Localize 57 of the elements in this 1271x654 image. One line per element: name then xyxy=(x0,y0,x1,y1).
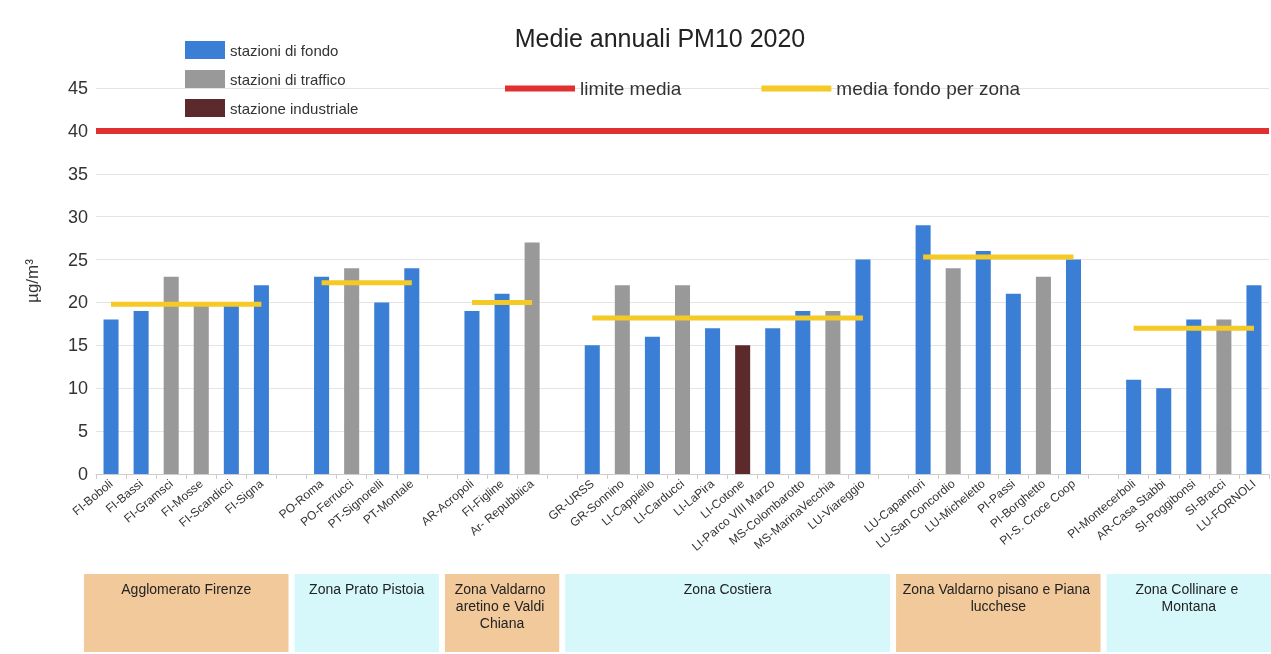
bar xyxy=(1035,276,1051,474)
legend-label: limite media xyxy=(580,78,682,99)
bar xyxy=(735,345,751,474)
bar xyxy=(674,285,691,474)
bar xyxy=(855,259,871,474)
y-tick-label: 15 xyxy=(67,335,88,356)
bar xyxy=(1156,388,1172,474)
y-tick-label: 40 xyxy=(67,120,88,141)
text: Zona Collinare e Montana xyxy=(1135,580,1243,614)
legend-label: stazione industriale xyxy=(230,99,359,117)
bar xyxy=(1246,285,1262,474)
y-tick-label: 0 xyxy=(77,464,88,484)
y-tick-label: 45 xyxy=(67,78,88,98)
bar xyxy=(253,285,269,474)
y-tick-label: 35 xyxy=(67,163,88,184)
bar xyxy=(644,336,660,474)
legend-label: media fondo per zona xyxy=(836,78,1021,99)
bar xyxy=(1126,379,1142,474)
bar xyxy=(915,225,931,474)
bar xyxy=(133,311,149,474)
chart-title: Medie annuali PM10 2020 xyxy=(514,23,806,52)
legend-label: stazioni di traffico xyxy=(230,70,346,88)
bar xyxy=(464,311,480,474)
bar xyxy=(1186,319,1202,474)
bar xyxy=(584,345,600,474)
bar xyxy=(795,311,811,474)
text: Zona Prato Pistoia xyxy=(309,580,425,597)
bar xyxy=(1065,259,1082,474)
y-tick-label: 5 xyxy=(77,421,88,442)
bar xyxy=(374,302,390,474)
bar xyxy=(765,328,781,474)
bar xyxy=(1216,319,1232,474)
bar xyxy=(494,293,510,474)
bar xyxy=(163,276,179,474)
text: Zona Valdarno pisano e Piana lucchese xyxy=(902,580,1094,614)
y-tick-label: 20 xyxy=(67,292,88,313)
text: Zona Costiera xyxy=(683,580,772,597)
y-tick-label: 30 xyxy=(67,206,88,227)
text: Agglomerato Firenze xyxy=(121,580,252,597)
bar xyxy=(614,285,630,474)
y-tick-label: 10 xyxy=(67,378,88,399)
y-tick-label: 25 xyxy=(67,249,88,270)
bar xyxy=(825,311,841,474)
bar xyxy=(945,268,961,474)
bar xyxy=(223,305,239,474)
bar xyxy=(975,250,991,474)
bar xyxy=(524,242,540,474)
bar xyxy=(705,328,721,474)
bar xyxy=(193,305,209,474)
bar xyxy=(404,268,420,474)
bar xyxy=(1005,293,1021,474)
bar xyxy=(344,268,360,474)
text: Zona Valdarno aretino e Valdi Chiana xyxy=(454,580,550,631)
legend-label: stazioni di fondo xyxy=(230,41,339,59)
bar xyxy=(103,319,119,474)
y-axis-title: µg/m³ xyxy=(23,258,42,303)
bar xyxy=(314,276,330,474)
